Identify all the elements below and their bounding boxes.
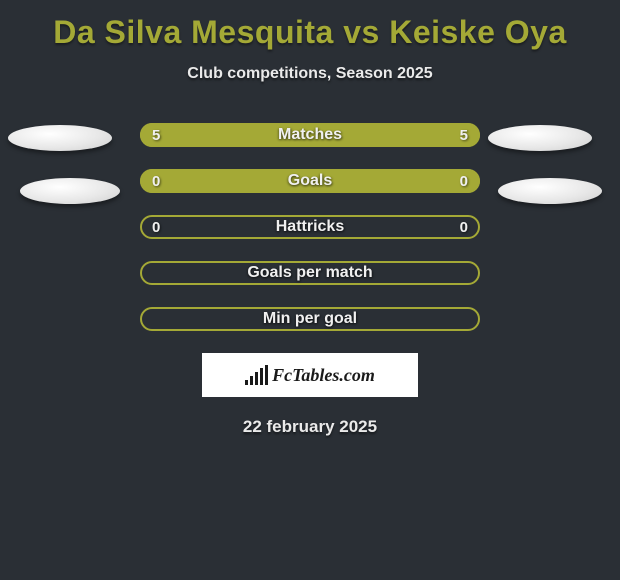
stat-label: Goals — [288, 172, 332, 190]
stat-label: Hattricks — [276, 218, 344, 236]
stat-value-left: 5 — [152, 127, 160, 144]
logo-bar — [255, 372, 258, 385]
stat-row-goals: 0 0 Goals — [140, 169, 480, 193]
stat-label: Matches — [278, 126, 342, 144]
player2-ellipse-2 — [498, 178, 602, 204]
stat-value-right: 5 — [460, 127, 468, 144]
logo-text: FcTables.com — [272, 365, 375, 386]
stat-value-left: 0 — [152, 219, 160, 236]
stat-row-goals-per-match: Goals per match — [140, 261, 480, 285]
player1-ellipse-2 — [20, 178, 120, 204]
stat-row-hattricks: 0 0 Hattricks — [140, 215, 480, 239]
logo-bar — [265, 365, 268, 385]
season-subtitle: Club competitions, Season 2025 — [0, 65, 620, 83]
player1-ellipse-1 — [8, 125, 112, 151]
stat-row-min-per-goal: Min per goal — [140, 307, 480, 331]
logo-bar — [260, 368, 263, 385]
stat-value-right: 0 — [460, 173, 468, 190]
logo-bar — [250, 376, 253, 385]
logo-bar — [245, 380, 248, 385]
bar-chart-icon — [245, 365, 268, 385]
stat-label: Min per goal — [263, 310, 357, 328]
comparison-title: Da Silva Mesquita vs Keiske Oya — [0, 0, 620, 51]
fctables-logo: FcTables.com — [202, 353, 418, 397]
stats-container: 5 5 Matches 0 0 Goals 0 0 Hattricks Goals per mat… — [0, 123, 620, 331]
stat-label: Goals per match — [247, 264, 372, 282]
stat-value-right: 0 — [460, 219, 468, 236]
stat-value-left: 0 — [152, 173, 160, 190]
date-line: 22 february 2025 — [0, 417, 620, 437]
stat-row-matches: 5 5 Matches — [140, 123, 480, 147]
player2-ellipse-1 — [488, 125, 592, 151]
